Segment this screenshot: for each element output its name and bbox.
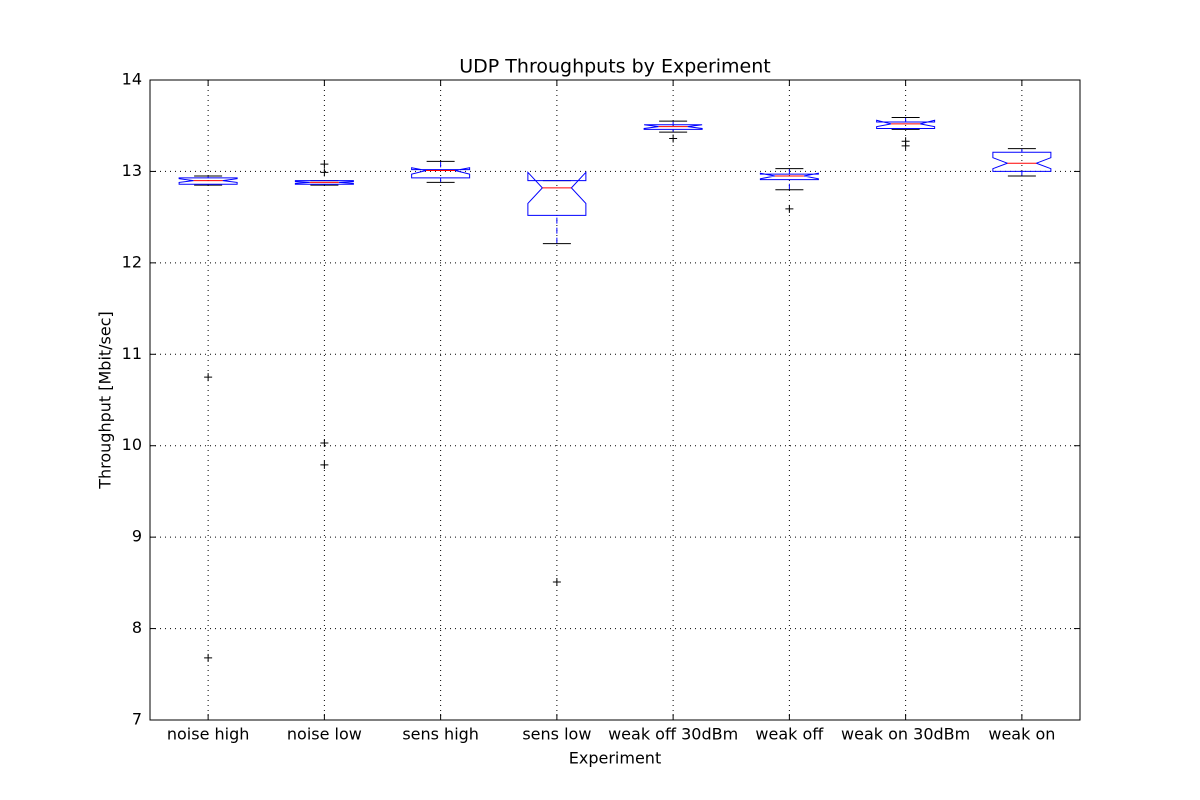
box (411, 167, 471, 179)
box (876, 119, 936, 129)
box (992, 151, 1052, 172)
x-tick-label: weak off (755, 725, 824, 744)
outlier (785, 204, 794, 213)
box (294, 180, 354, 185)
outlier (669, 134, 678, 143)
x-axis-label: Experiment (569, 749, 661, 768)
y-tick-label: 10 (122, 435, 142, 454)
box (527, 171, 587, 216)
box (178, 177, 238, 185)
outlier (320, 160, 329, 169)
plot-frame (149, 79, 1081, 721)
outlier (552, 577, 561, 586)
y-tick-label: 7 (132, 710, 142, 729)
outlier (204, 373, 213, 382)
y-tick-label: 9 (132, 527, 142, 546)
outlier (204, 653, 213, 662)
x-tick-label: weak off 30dBm (608, 725, 738, 744)
outlier (320, 460, 329, 469)
x-tick-label: weak on (988, 725, 1055, 744)
outlier (320, 438, 329, 447)
outlier (901, 141, 910, 150)
x-tick-label: sens low (522, 725, 591, 744)
x-tick-label: weak on 30dBm (841, 725, 970, 744)
outlier (320, 168, 329, 177)
box (643, 124, 703, 130)
x-tick-label: sens high (402, 725, 479, 744)
y-axis-label: Throughput [Mbit/sec] (96, 311, 115, 490)
y-tick-label: 8 (132, 618, 142, 637)
chart-title: UDP Throughputs by Experiment (459, 56, 770, 78)
x-tick-label: noise high (167, 725, 250, 744)
x-tick-label: noise low (287, 725, 362, 744)
y-tick-label: 13 (122, 161, 142, 180)
y-tick-label: 11 (122, 344, 142, 363)
box (759, 172, 819, 181)
y-tick-label: 14 (122, 70, 142, 89)
y-tick-label: 12 (122, 252, 142, 271)
